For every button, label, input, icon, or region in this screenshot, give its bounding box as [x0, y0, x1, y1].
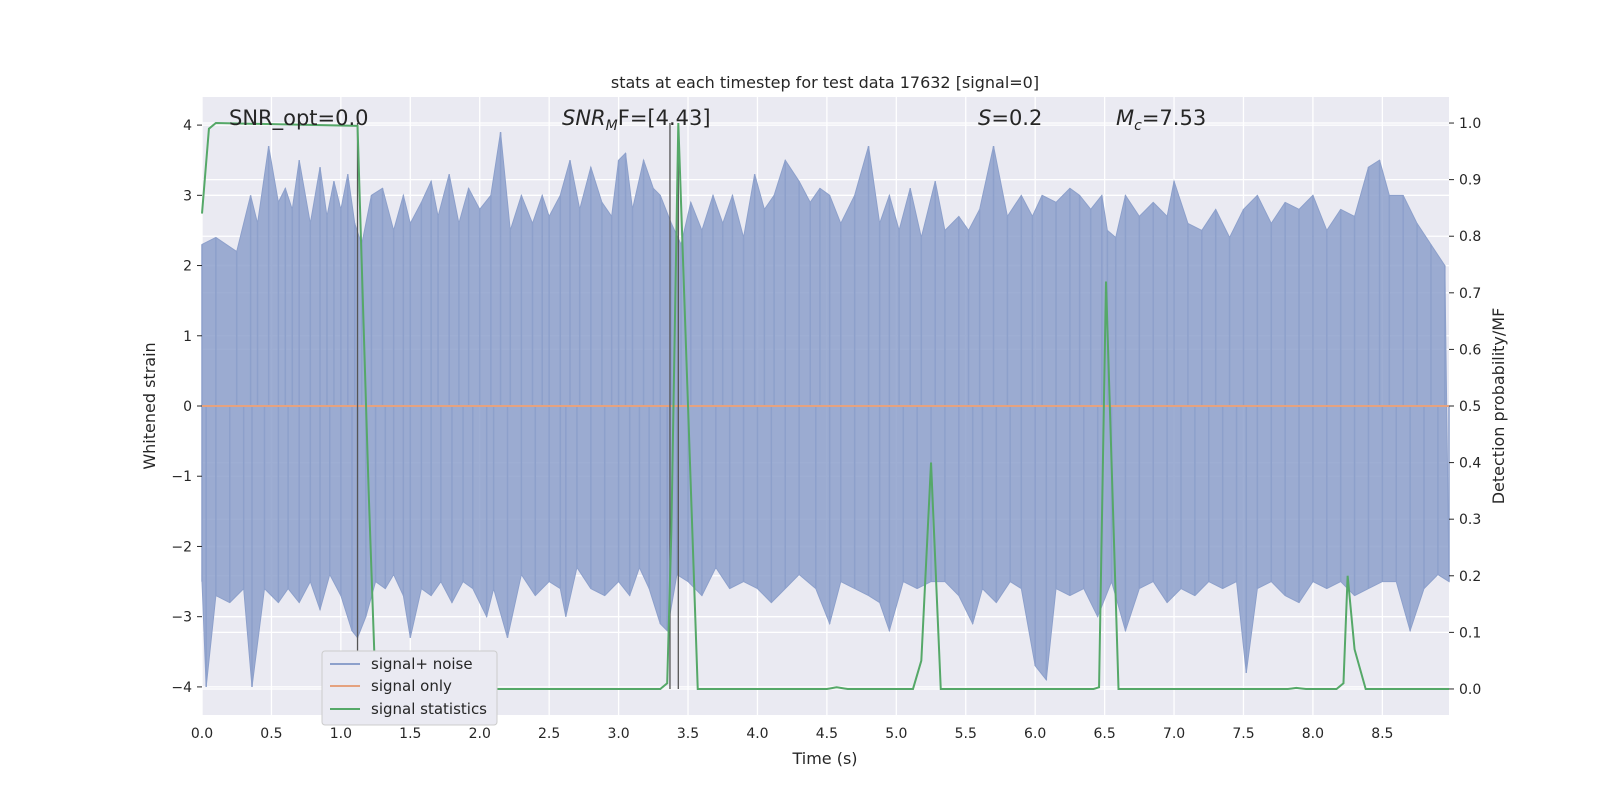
y-tick-label: −3 — [171, 610, 192, 626]
annotation-snr-mf-sub: M — [606, 118, 618, 134]
legend-label-signal-statistics: signal statistics — [371, 700, 487, 718]
x-tick-label: 6.5 — [1093, 726, 1115, 742]
annotation-snr-opt: SNR_opt=0.0 — [229, 106, 369, 131]
x-tick-label: 8.5 — [1371, 726, 1393, 742]
annotation-snr-mf-tail: F=[4.43] — [618, 106, 711, 130]
legend-label-signal-noise: signal+ noise — [371, 655, 473, 673]
y2-tick-label: 0.5 — [1459, 399, 1481, 415]
annotation-mc-sub: c — [1134, 118, 1142, 134]
x-tick-label: 2.0 — [469, 726, 491, 742]
axis-layer: 0.0 0.5 1.0 1.5 2.0 2.5 3.0 3.5 4.0 4.5 5.0 5.5 6.0 6… — [171, 116, 1481, 742]
x-axis-label: Time (s) — [791, 749, 857, 768]
x-tick-label: 1.5 — [399, 726, 421, 742]
x-tick-label: 4.0 — [746, 726, 768, 742]
x-tick-label: 1.0 — [330, 726, 352, 742]
y-tick-label: −1 — [171, 469, 192, 485]
annotation-mc: Mc=7.53 — [1116, 106, 1206, 134]
y2-tick-label: 0.9 — [1459, 173, 1481, 189]
y2-tick-label: 0.2 — [1459, 569, 1481, 585]
annotation-mc-tail: =7.53 — [1142, 106, 1206, 130]
x-tick-label: 5.0 — [885, 726, 907, 742]
y2-tick-label: 0.7 — [1459, 286, 1481, 302]
legend-box — [321, 650, 498, 726]
y2-tick-label: 0.4 — [1459, 456, 1481, 472]
y2-tick-label: 0.6 — [1459, 342, 1481, 358]
annotation-s: S=0.2 — [978, 106, 1042, 130]
y-tick-label: −4 — [171, 680, 192, 696]
annotation-snr-mf: SNRMF=[4.43] — [562, 106, 711, 134]
y2-axis-label: Detection probability/MF — [1489, 308, 1508, 505]
x-tick-label: 8.0 — [1302, 726, 1324, 742]
x-tick-label: 3.5 — [677, 726, 699, 742]
y2-tick-label: 1.0 — [1459, 116, 1481, 132]
x-tick-label: 4.5 — [816, 726, 838, 742]
y-tick-label: 0 — [183, 399, 192, 415]
chart-title: stats at each timestep for test data 176… — [611, 73, 1039, 92]
y2-tick-label: 0.8 — [1459, 229, 1481, 245]
x-tick-label: 0.0 — [191, 726, 213, 742]
x-tick-label: 6.0 — [1024, 726, 1046, 742]
y-tick-label: 2 — [183, 259, 192, 275]
y-tick-label: 4 — [183, 118, 192, 134]
data-layer — [201, 122, 1450, 690]
y-tick-label: −2 — [171, 539, 192, 555]
y2-tick-label: 0.0 — [1459, 682, 1481, 698]
annotation-mc-main: M — [1116, 106, 1134, 130]
legend: signal+ noise signal only signal statist… — [321, 650, 498, 726]
annotation-s-main: S — [978, 106, 991, 130]
y-axis-label: Whitened strain — [140, 342, 159, 469]
x-tick-label: 3.0 — [607, 726, 629, 742]
legend-label-signal-only: signal only — [371, 677, 452, 695]
x-tick-label: 5.5 — [955, 726, 977, 742]
series-signal-noise-band — [201, 132, 1450, 687]
y2-tick-label: 0.1 — [1459, 625, 1481, 641]
x-tick-label: 2.5 — [538, 726, 560, 742]
annotation-snr-mf-main: SNR — [562, 106, 606, 130]
y2-tick-label: 0.3 — [1459, 512, 1481, 528]
x-tick-label: 7.0 — [1163, 726, 1185, 742]
x-tick-label: 7.5 — [1232, 726, 1254, 742]
y-tick-label: 3 — [183, 188, 192, 204]
x-tick-label: 0.5 — [260, 726, 282, 742]
annotation-s-tail: =0.2 — [991, 106, 1042, 130]
y-tick-label: 1 — [183, 329, 192, 345]
